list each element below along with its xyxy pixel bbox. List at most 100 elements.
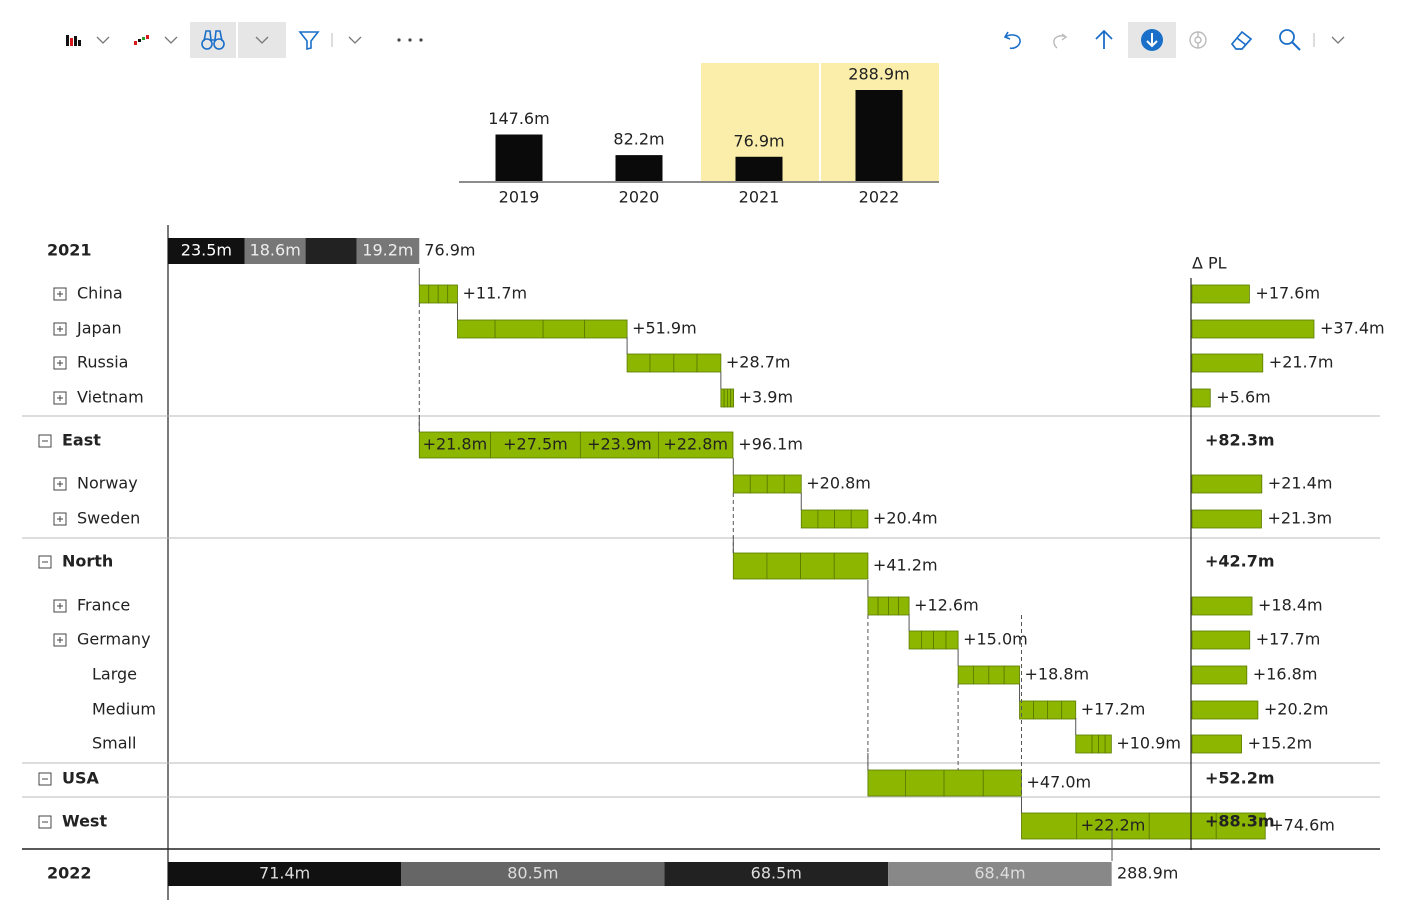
delta-segment [908, 630, 922, 650]
delta-segment [1003, 665, 1020, 685]
undo-icon[interactable] [996, 22, 1030, 58]
chevron-down-icon [1331, 36, 1345, 44]
delta-segment-label: +27.5m [503, 435, 568, 454]
collapse-icon [38, 772, 52, 786]
arrow-down-circle-icon [1141, 29, 1163, 51]
start-segment [244, 238, 306, 264]
chevron-down-icon[interactable] [238, 22, 286, 58]
delta-segment [867, 596, 879, 616]
row-label: East [62, 431, 101, 450]
collapse-icon [38, 815, 52, 829]
chevron-down-icon [348, 36, 362, 44]
delta-segment [649, 353, 675, 373]
end-segment-label: 68.5m [751, 864, 802, 883]
row-label: Sweden [77, 509, 140, 528]
pl-value-label: +37.4m [1320, 319, 1385, 338]
delta-value-label: +3.9m [739, 388, 793, 407]
expand-icon [53, 633, 67, 647]
pl-bar [1191, 388, 1211, 408]
pl-header: Δ PL [1192, 254, 1227, 273]
delta-value-label: +20.4m [873, 509, 938, 528]
overview-category-label: 2019 [499, 188, 540, 207]
delta-segment [766, 474, 785, 494]
row-label: Norway [77, 474, 138, 493]
delta-segment [720, 388, 725, 408]
row-label: Medium [92, 700, 156, 719]
chevron-down-icon [96, 36, 110, 44]
waterfall-chart-icon[interactable] [128, 22, 158, 58]
delta-segment-label: +22.2m [1081, 816, 1146, 835]
more-icon [397, 38, 423, 42]
arrow-down-circle-icon[interactable] [1128, 22, 1176, 58]
chevron-down-icon[interactable] [342, 22, 368, 58]
delta-segment [418, 284, 430, 304]
delta-segment [579, 431, 659, 459]
binoculars-icon[interactable] [190, 22, 236, 58]
overview-value-label: 147.6m [488, 109, 549, 128]
arrow-up-icon [1095, 29, 1113, 49]
zoom-icon [1279, 29, 1301, 51]
toolbar [0, 0, 1402, 80]
bar-chart-icon[interactable] [58, 22, 90, 58]
delta-segment [732, 552, 768, 580]
start-segment-label: 19.2m [362, 241, 413, 260]
eraser-icon[interactable] [1224, 22, 1260, 58]
chevron-down-icon[interactable] [160, 22, 182, 58]
pl-value-label: +17.7m [1256, 630, 1321, 649]
pl-bar [1191, 319, 1315, 339]
row-label: North [62, 552, 113, 571]
arrow-up-icon[interactable] [1086, 22, 1122, 58]
expand-icon [53, 599, 67, 613]
delta-segment [867, 769, 906, 797]
chevron-down-icon [164, 36, 178, 44]
delta-segment [766, 552, 802, 580]
start-segment-label: 23.5m [181, 241, 232, 260]
end-segment [664, 862, 889, 886]
overview-category-label: 2022 [859, 188, 900, 207]
expand-icon [53, 287, 67, 301]
pl-value-label: +16.8m [1253, 665, 1318, 684]
pl-value-label: +88.3m [1205, 812, 1275, 831]
start-segment [305, 238, 357, 264]
overview-value-label: 76.9m [733, 131, 784, 150]
overview-category-label: 2021 [739, 188, 780, 207]
delta-segment [988, 665, 1005, 685]
delta-segment [973, 665, 990, 685]
delta-segment [1104, 734, 1112, 754]
delta-segment-label: +23.9m [587, 435, 652, 454]
row-label: China [77, 284, 123, 303]
delta-segment [817, 509, 835, 529]
overview-bar-2019 [495, 134, 543, 181]
chevron-down-icon[interactable] [92, 22, 114, 58]
end-segment-label: 80.5m [507, 864, 558, 883]
delta-segment [877, 596, 889, 616]
delta-segment [732, 474, 751, 494]
delta-segment [1215, 812, 1266, 840]
start-segment [168, 238, 245, 264]
pl-value-label: +42.7m [1205, 552, 1275, 571]
expand-icon [53, 512, 67, 526]
end-segment [888, 862, 1112, 886]
chevron-down-icon[interactable] [1324, 22, 1352, 58]
delta-value-label: +74.6m [1270, 816, 1335, 835]
separator-icon [1313, 33, 1315, 47]
row-label: Large [92, 665, 137, 684]
delta-segment [1021, 812, 1078, 840]
delta-value-label: +41.2m [873, 556, 938, 575]
delta-segment [957, 665, 974, 685]
delta-segment [905, 769, 945, 797]
zoom-icon[interactable] [1272, 22, 1308, 58]
delta-value-label: +28.7m [726, 353, 791, 372]
delta-value-label: +20.8m [806, 474, 871, 493]
pl-value-label: +82.3m [1205, 431, 1275, 450]
overview-bar-2022 [855, 90, 903, 181]
delta-segment [727, 388, 732, 408]
delta-value-label: +12.6m [914, 596, 979, 615]
end-segment-label: 68.4m [974, 864, 1025, 883]
delta-segment [418, 431, 491, 459]
delta-value-label: +51.9m [632, 319, 697, 338]
filter-icon[interactable] [294, 22, 324, 58]
delta-segment [850, 509, 869, 529]
row-label: Germany [77, 630, 151, 649]
more-icon[interactable] [393, 22, 427, 58]
